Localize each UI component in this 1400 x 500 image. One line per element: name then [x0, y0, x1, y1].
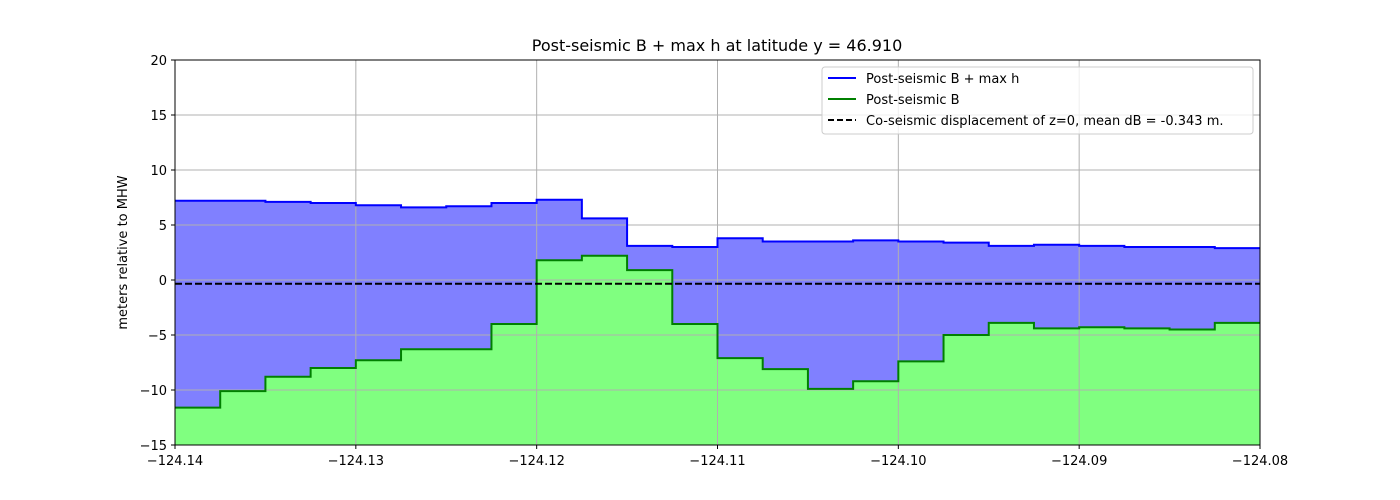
y-tick-label: −10 — [140, 384, 167, 399]
x-tick-label: −124.14 — [147, 454, 203, 469]
legend-label: Post-seismic B + max h — [866, 72, 1019, 87]
plot-area: −124.14 −124.13 −124.12 −124.11 −124.10 −124.… — [140, 54, 1289, 469]
legend-label: Post-seismic B — [866, 93, 960, 108]
x-tick-label: −124.09 — [1051, 454, 1107, 469]
y-tick-label: 10 — [150, 164, 167, 179]
x-tick-label: −124.13 — [328, 454, 384, 469]
legend: Post-seismic B + max h Post-seismic B Co-s… — [821, 66, 1254, 135]
y-tick-label: 0 — [159, 274, 167, 289]
x-tick-label: −124.10 — [870, 454, 926, 469]
y-tick-label: 20 — [150, 54, 167, 69]
y-tick-label: −15 — [140, 439, 167, 454]
chart-title: Post-seismic B + max h at latitude y = 4… — [532, 36, 903, 55]
y-axis-label: meters relative to MHW — [116, 175, 131, 329]
series-line-b-plus-max-h — [175, 198, 1260, 250]
x-tick-label: −124.11 — [689, 454, 745, 469]
x-tick-label: −124.12 — [508, 454, 564, 469]
y-tick-label: 15 — [150, 109, 167, 124]
y-tick-label: 5 — [159, 219, 167, 234]
legend-box — [821, 66, 1254, 135]
series-line-b — [175, 254, 1260, 409]
y-tick-label: −5 — [148, 329, 167, 344]
legend-label: Co-seismic displacement of z=0, mean dB … — [866, 114, 1224, 129]
x-tick-label: −124.08 — [1232, 454, 1288, 469]
